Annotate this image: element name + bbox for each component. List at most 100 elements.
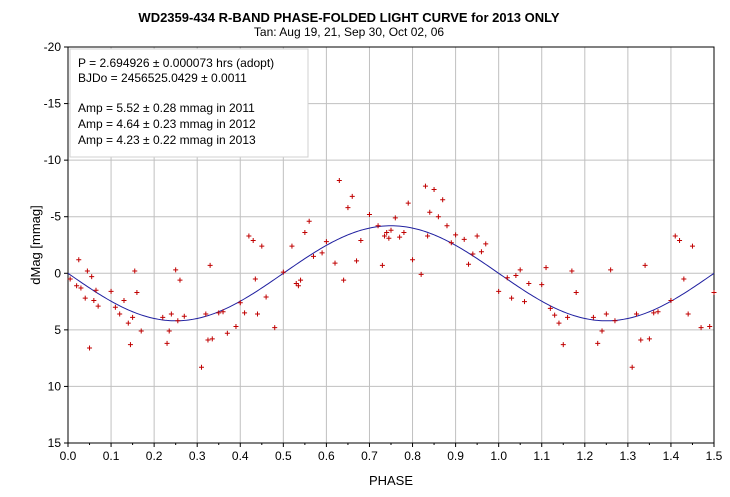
x-tick-label: 0.2 bbox=[146, 449, 163, 463]
data-point bbox=[242, 310, 248, 316]
y-tick-label: 0 bbox=[54, 266, 61, 280]
data-point bbox=[310, 253, 316, 259]
data-point bbox=[298, 277, 304, 283]
data-point bbox=[82, 295, 88, 301]
chart-title: WD2359-434 R-BAND PHASE-FOLDED LIGHT CUR… bbox=[138, 10, 559, 25]
data-point bbox=[496, 288, 502, 294]
data-point bbox=[209, 336, 215, 342]
data-point bbox=[168, 311, 174, 317]
data-point bbox=[205, 337, 211, 343]
data-point bbox=[698, 325, 704, 331]
data-point bbox=[246, 233, 252, 239]
data-point bbox=[302, 230, 308, 236]
data-point bbox=[319, 250, 325, 256]
data-point bbox=[207, 262, 213, 268]
data-point bbox=[250, 237, 256, 243]
x-tick-label: 1.4 bbox=[663, 449, 680, 463]
data-point bbox=[388, 227, 394, 233]
data-point bbox=[78, 285, 84, 291]
data-point bbox=[89, 274, 95, 280]
data-point bbox=[306, 218, 312, 224]
data-point bbox=[483, 241, 489, 247]
x-tick-label: 1.2 bbox=[576, 449, 593, 463]
y-tick-label: -15 bbox=[44, 97, 62, 111]
data-point bbox=[392, 215, 398, 221]
annotation-epoch: BJDo = 2456525.0429 ± 0.0011 bbox=[78, 71, 247, 85]
data-point bbox=[711, 290, 717, 296]
grid-lines bbox=[68, 47, 714, 443]
data-point bbox=[440, 197, 446, 203]
annotation-amp-2011: Amp = 5.52 ± 0.28 mmag in 2011 bbox=[78, 101, 255, 115]
data-point bbox=[431, 187, 437, 193]
data-point bbox=[466, 261, 472, 267]
data-point bbox=[509, 295, 515, 301]
annotation-box-bg bbox=[69, 48, 309, 158]
data-point bbox=[237, 300, 243, 306]
data-point bbox=[422, 183, 428, 189]
data-point bbox=[84, 268, 90, 274]
data-point bbox=[677, 237, 683, 243]
data-point bbox=[379, 262, 385, 268]
data-point bbox=[539, 282, 545, 288]
data-point bbox=[425, 233, 431, 239]
data-point bbox=[590, 314, 596, 320]
data-point bbox=[681, 276, 687, 282]
data-point bbox=[177, 277, 183, 283]
chart-subtitle: Tan: Aug 19, 21, Sep 30, Oct 02, 06 bbox=[254, 25, 444, 39]
data-point bbox=[612, 318, 618, 324]
data-point bbox=[655, 309, 661, 315]
data-point bbox=[252, 276, 258, 282]
data-point bbox=[401, 230, 407, 236]
data-point bbox=[595, 340, 601, 346]
data-point bbox=[91, 297, 97, 303]
data-point bbox=[560, 342, 566, 348]
data-point bbox=[382, 233, 388, 239]
data-point bbox=[504, 275, 510, 281]
data-point bbox=[685, 311, 691, 317]
data-point bbox=[175, 318, 181, 324]
data-point bbox=[427, 209, 433, 215]
data-point bbox=[547, 305, 553, 311]
data-point bbox=[633, 311, 639, 317]
data-point bbox=[263, 294, 269, 300]
data-point bbox=[74, 283, 80, 289]
data-point bbox=[132, 268, 138, 274]
data-point bbox=[354, 258, 360, 264]
data-point bbox=[603, 311, 609, 317]
data-point bbox=[405, 200, 411, 206]
data-point bbox=[470, 251, 476, 257]
data-point bbox=[517, 267, 523, 273]
data-point bbox=[164, 340, 170, 346]
data-point bbox=[259, 243, 265, 249]
data-point bbox=[108, 288, 114, 294]
data-point bbox=[254, 311, 260, 317]
data-point bbox=[375, 223, 381, 229]
data-point bbox=[366, 211, 372, 217]
y-tick-label: -20 bbox=[44, 40, 62, 54]
data-point bbox=[117, 311, 123, 317]
data-point bbox=[125, 320, 131, 326]
y-axis-label: dMag [mmag] bbox=[28, 205, 43, 284]
data-points bbox=[67, 178, 717, 370]
data-point bbox=[629, 364, 635, 370]
data-point bbox=[556, 320, 562, 326]
x-tick-label: 0.9 bbox=[447, 449, 464, 463]
data-point bbox=[67, 276, 73, 282]
x-tick-label: 0.6 bbox=[318, 449, 335, 463]
data-point bbox=[410, 257, 416, 263]
y-tick-label: 10 bbox=[48, 379, 62, 393]
x-tick-label: 1.5 bbox=[706, 449, 723, 463]
data-point bbox=[160, 314, 166, 320]
data-point bbox=[280, 269, 286, 275]
data-point bbox=[93, 287, 99, 293]
data-point bbox=[543, 265, 549, 271]
data-point bbox=[526, 280, 532, 286]
data-point bbox=[349, 193, 355, 199]
data-point bbox=[95, 303, 101, 309]
data-point bbox=[199, 364, 205, 370]
data-point bbox=[76, 257, 82, 263]
annotation-box: P = 2.694926 ± 0.000073 hrs (adopt) BJDo… bbox=[69, 48, 309, 158]
data-point bbox=[323, 239, 329, 245]
x-tick-label: 1.1 bbox=[533, 449, 550, 463]
